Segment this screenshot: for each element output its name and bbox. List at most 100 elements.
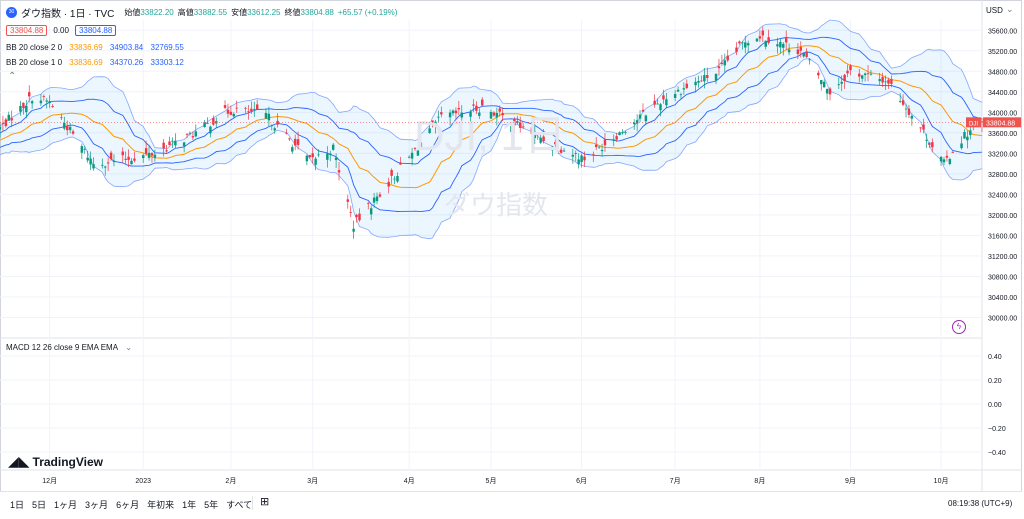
legend-bb1[interactable]: BB 20 close 1 0 33836.69 34370.26 33303.…: [6, 58, 189, 68]
candle-body: [635, 120, 639, 124]
candle-body: [346, 199, 350, 202]
buy-button[interactable]: 33804.88: [74, 25, 117, 36]
candle-body: [86, 157, 89, 161]
price-tick-label: 34400.00: [988, 90, 1017, 97]
open-value: 33822.20: [140, 7, 174, 17]
time-tick-label: 2月: [225, 477, 236, 485]
candle-body: [203, 122, 206, 127]
candle-body: [676, 89, 680, 92]
candle-body: [685, 83, 689, 88]
candle-body: [232, 113, 236, 117]
bb1-label: BB 20 close 1 0: [6, 58, 63, 67]
tradingview-mark-icon: ◢◣: [8, 453, 30, 469]
candle-body: [556, 150, 560, 152]
candle-body: [308, 155, 312, 158]
sell-button[interactable]: 33804.88: [6, 25, 48, 36]
candle-body: [223, 105, 227, 108]
symbol-title[interactable]: ダウ指数 · 1日 · TVC: [21, 8, 115, 20]
candle-body: [679, 94, 683, 96]
candle-body: [939, 156, 943, 162]
clock-time[interactable]: 08:19:38 (UTC+9): [948, 499, 1013, 508]
bb2-upper: 34903.84: [109, 43, 144, 52]
legend-macd[interactable]: MACD 12 26 close 9 EMA EMA ⌄: [6, 343, 137, 353]
change-value: +65.57 (+0.19%): [337, 7, 398, 17]
candle-body: [25, 105, 28, 113]
date-range-icon[interactable]: ⊞: [260, 496, 270, 508]
candle-body: [697, 80, 700, 83]
candle-body: [255, 104, 259, 110]
candle-body: [787, 49, 791, 53]
macd-tick-label: 0.40: [988, 354, 1002, 361]
symbol-icon[interactable]: 30: [6, 6, 17, 18]
candle-body: [168, 141, 171, 146]
range-button-6[interactable]: 1年: [182, 500, 197, 510]
candle-body: [45, 100, 48, 102]
range-button-7[interactable]: 5年: [204, 500, 219, 510]
candle-body: [659, 104, 662, 111]
candle-body: [147, 152, 151, 158]
candle-body: [209, 126, 212, 134]
price-tick-label: 35600.00: [988, 28, 1017, 35]
range-button-3[interactable]: 3ヶ月: [85, 500, 109, 510]
candle-body: [860, 75, 864, 79]
time-tick-label: 3月: [307, 477, 318, 485]
candle-body: [42, 96, 46, 97]
candle-body: [822, 81, 826, 88]
candle-body: [901, 100, 905, 105]
candle-body: [253, 108, 256, 110]
candle-body: [805, 51, 808, 57]
range-button-5[interactable]: 年初来: [147, 500, 175, 510]
candle-body: [767, 37, 770, 43]
candle-body: [492, 112, 496, 116]
legend-bb2[interactable]: BB 20 close 2 0 33836.69 34903.84 32769.…: [6, 43, 189, 53]
candle-body: [495, 112, 499, 118]
candle-body: [285, 132, 288, 134]
candle-body: [764, 40, 767, 47]
range-buttons: 1日 5日 1ヶ月 3ヶ月 6ヶ月 年初来 1年 5年 すべて: [10, 498, 252, 511]
range-button-2[interactable]: 1ヶ月: [54, 500, 78, 510]
range-button-0[interactable]: 1日: [10, 500, 25, 510]
macd-more-icon[interactable]: ⌄: [125, 343, 132, 352]
candle-body: [387, 181, 390, 187]
watermark-name: ダウ指数: [444, 191, 548, 221]
low-value: 33612.25: [247, 7, 281, 17]
symbol-header: 30 ダウ指数 · 1日 · TVC 始値 33822.20 高値 33882.…: [6, 5, 398, 20]
candle-body: [516, 121, 519, 123]
candle-body: [638, 114, 642, 119]
candle-body: [583, 156, 586, 161]
candle-body: [919, 127, 922, 129]
price-tag-label: 33804.88: [986, 120, 1015, 127]
candle-body: [796, 49, 800, 55]
candle-body: [144, 148, 148, 154]
tradingview-logo[interactable]: ◢◣ TradingView: [8, 453, 103, 470]
candle-body: [448, 112, 452, 118]
candle-body: [624, 132, 627, 133]
macd-label: MACD 12 26 close 9 EMA EMA: [6, 343, 119, 352]
candle-body: [735, 47, 738, 52]
price-tick-label: 30800.00: [988, 274, 1017, 281]
candle-body: [0, 126, 2, 130]
candle-body: [80, 146, 84, 153]
lightning-icon[interactable]: ϟ: [952, 320, 966, 334]
candle-body: [776, 44, 779, 47]
candle-body: [375, 196, 379, 202]
range-button-4[interactable]: 6ヶ月: [116, 500, 140, 510]
symbol-tag: [966, 117, 981, 128]
candle-body: [329, 153, 332, 155]
candle-body: [83, 148, 86, 150]
candle-body: [720, 62, 724, 64]
candle-body: [928, 142, 931, 145]
candle-body: [665, 99, 668, 106]
bb1-basis: 33836.69: [69, 58, 103, 67]
candle-body: [460, 112, 463, 118]
candle-body: [501, 113, 504, 116]
range-button-8[interactable]: すべて: [226, 500, 253, 510]
candle-body: [326, 153, 329, 160]
time-tick-label: 10月: [934, 477, 949, 485]
range-button-1[interactable]: 5日: [32, 500, 47, 510]
candle-body: [963, 132, 966, 139]
currency-dropdown-icon[interactable]: ⌄: [1006, 4, 1014, 14]
collapse-legend-icon[interactable]: ⌃: [8, 71, 17, 82]
candle-body: [416, 150, 420, 156]
